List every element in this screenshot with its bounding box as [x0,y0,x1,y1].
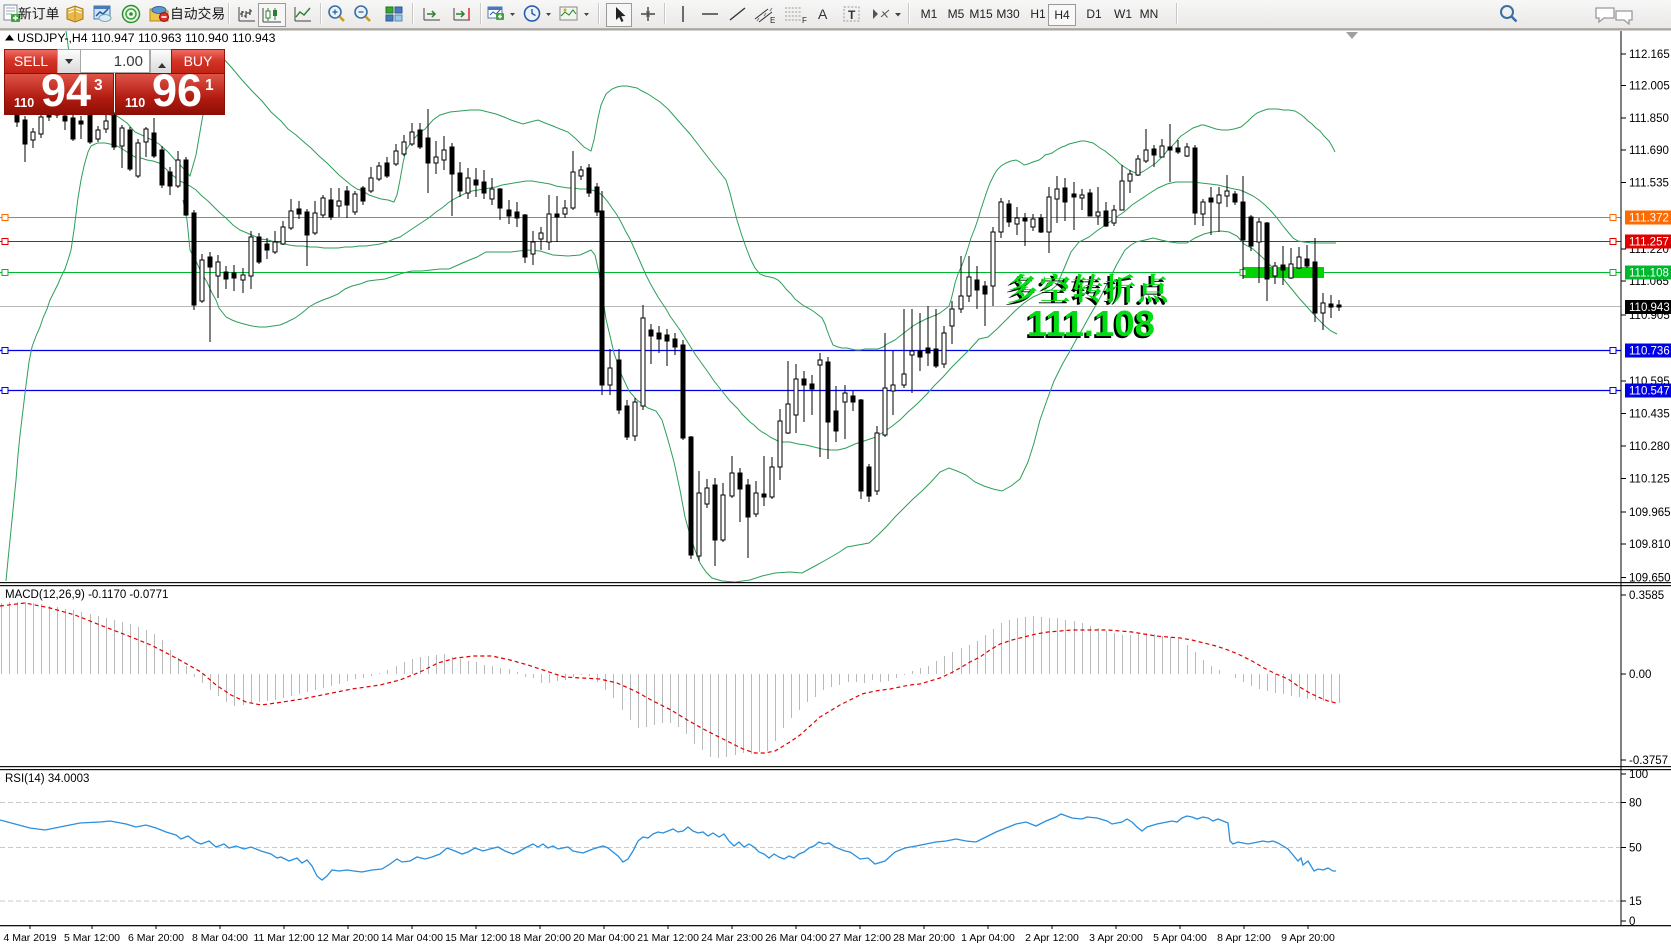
svg-text:50: 50 [1629,843,1642,855]
svg-text:T: T [848,8,856,22]
svg-text:100: 100 [1629,769,1648,781]
svg-text:24 Mar 23:00: 24 Mar 23:00 [701,932,763,944]
svg-text:15 Mar 12:00: 15 Mar 12:00 [445,932,507,944]
svg-text:27 Mar 12:00: 27 Mar 12:00 [829,932,891,944]
svg-text:14 Mar 04:00: 14 Mar 04:00 [381,932,443,944]
svg-text:80: 80 [1629,798,1642,810]
svg-text:1 Apr 04:00: 1 Apr 04:00 [961,932,1015,944]
svg-text:109.650: 109.650 [1629,573,1671,585]
svg-text:2 Apr 12:00: 2 Apr 12:00 [1025,932,1079,944]
svg-text:111.372: 111.372 [1629,213,1669,225]
svg-text:111.108: 111.108 [1027,303,1155,344]
svg-text:21 Mar 12:00: 21 Mar 12:00 [637,932,699,944]
svg-text:15: 15 [1629,896,1642,908]
svg-text:A: A [818,6,828,22]
svg-text:110.736: 110.736 [1629,346,1670,358]
svg-text:MACD(12,26,9) -0.1170 -0.0771: MACD(12,26,9) -0.1170 -0.0771 [5,589,168,601]
svg-text:111.535: 111.535 [1629,178,1669,190]
svg-text:5 Mar 12:00: 5 Mar 12:00 [64,932,120,944]
svg-text:111.850: 111.850 [1629,113,1669,125]
svg-text:110.943: 110.943 [1629,302,1670,314]
svg-text:110.435: 110.435 [1629,409,1670,421]
svg-text:E: E [770,16,775,25]
svg-text:111.690: 111.690 [1629,145,1669,157]
svg-text:18 Mar 20:00: 18 Mar 20:00 [509,932,571,944]
svg-text:109.810: 109.810 [1629,539,1671,551]
svg-text:26 Mar 04:00: 26 Mar 04:00 [765,932,827,944]
svg-text:20 Mar 04:00: 20 Mar 04:00 [573,932,635,944]
svg-text:RSI(14) 34.0003: RSI(14) 34.0003 [5,773,89,785]
svg-text:110.280: 110.280 [1629,441,1670,453]
svg-text:3 Apr 20:00: 3 Apr 20:00 [1089,932,1143,944]
svg-text:0.3585: 0.3585 [1629,590,1664,602]
svg-text:8 Apr 12:00: 8 Apr 12:00 [1217,932,1271,944]
svg-text:5 Apr 04:00: 5 Apr 04:00 [1153,932,1207,944]
svg-text:-0.3757: -0.3757 [1629,755,1668,767]
svg-text:110.547: 110.547 [1629,386,1670,398]
svg-text:4 Mar 2019: 4 Mar 2019 [3,932,56,944]
svg-text:0.00: 0.00 [1629,669,1651,681]
svg-text:USDJPY-,H4 110.947 110.963 11: USDJPY-,H4 110.947 110.963 110.940 110.9… [17,31,276,45]
svg-text:111.108: 111.108 [1025,305,1153,346]
svg-text:112.005: 112.005 [1629,81,1670,93]
svg-text:28 Mar 20:00: 28 Mar 20:00 [893,932,955,944]
svg-text:109.965: 109.965 [1629,507,1671,519]
svg-text:8 Mar 04:00: 8 Mar 04:00 [192,932,248,944]
svg-text:0: 0 [1629,916,1635,928]
svg-text:112.165: 112.165 [1629,49,1670,61]
svg-text:F: F [802,16,807,25]
svg-text:111.257: 111.257 [1629,237,1669,249]
svg-text:6 Mar 20:00: 6 Mar 20:00 [128,932,184,944]
svg-text:12 Mar 20:00: 12 Mar 20:00 [317,932,379,944]
svg-text:9 Apr 20:00: 9 Apr 20:00 [1281,932,1335,944]
svg-text:110.125: 110.125 [1629,474,1670,486]
svg-text:11 Mar 12:00: 11 Mar 12:00 [253,932,314,944]
svg-text:111.108: 111.108 [1629,268,1669,280]
